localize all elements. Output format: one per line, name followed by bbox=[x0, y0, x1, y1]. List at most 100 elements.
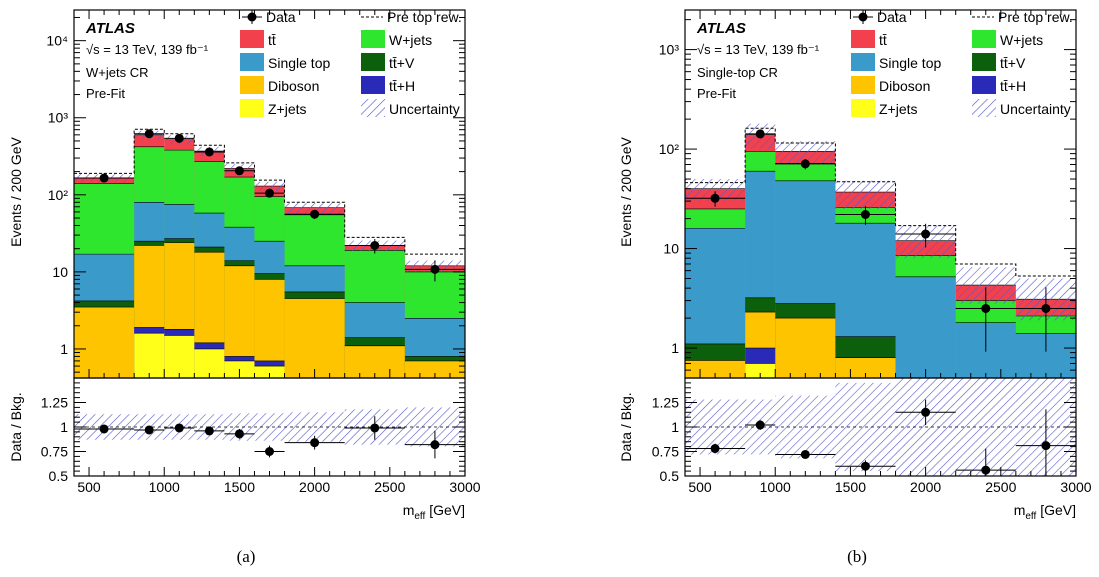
ratio-point-0 bbox=[710, 444, 720, 454]
legend-swatch-ttbar-a bbox=[240, 30, 264, 48]
legend-label-zjets-b: Z+jets bbox=[879, 101, 918, 117]
legend-swatch-wjets-b bbox=[972, 30, 996, 48]
ratio-y-axis-label-a: Data / Bkg. bbox=[8, 392, 24, 461]
ratio-tick-label-a-2: 1 bbox=[60, 419, 68, 435]
x-tick-label-b-2: 1500 bbox=[835, 479, 866, 495]
ratio-point-4 bbox=[921, 407, 931, 417]
ratio-point-3 bbox=[860, 461, 870, 471]
x-tick-label-a-0: 500 bbox=[77, 479, 101, 495]
x-axis-label-a: meff [GeV] bbox=[403, 502, 465, 522]
y-tick-label-b-0: 1 bbox=[671, 340, 679, 356]
uncertainty-band-bin3 bbox=[835, 180, 896, 209]
fit-label-a: Pre-Fit bbox=[86, 86, 125, 101]
region-label-b: Single-top CR bbox=[697, 65, 778, 80]
legend-swatch-ttV-b bbox=[972, 53, 996, 71]
legend-label-wjets-a: W+jets bbox=[389, 32, 432, 48]
ratio-point-6 bbox=[310, 438, 320, 448]
uncertainty-band-bin2 bbox=[775, 141, 836, 165]
bar-diboson-bin7 bbox=[344, 345, 405, 378]
axes-b: 500 1000 1500 2000 2500 3000 1 10 10² 10³ 0.5 0.75 1… bbox=[652, 10, 1092, 495]
data-point-3 bbox=[860, 209, 870, 219]
ratio-point-1 bbox=[144, 425, 154, 435]
uncertainty-band-bin6 bbox=[284, 203, 345, 214]
legend-pre-label-b: Pre top rew. bbox=[998, 9, 1073, 25]
uncertainty-band-bin5 bbox=[254, 181, 285, 192]
caption-a: (a) bbox=[237, 547, 256, 566]
x-axis-label-unit-b: [GeV] bbox=[1036, 502, 1076, 518]
bar-zjets-bin2 bbox=[164, 335, 195, 378]
bar-diboson-bin6 bbox=[284, 298, 345, 378]
legend-data-label-a: Data bbox=[266, 9, 296, 25]
data-point-2 bbox=[800, 159, 810, 169]
legend-label-ttH-a: tt̄+H bbox=[389, 78, 415, 94]
y-tick-label-a-1: 10 bbox=[52, 264, 68, 280]
legend-a: Data Pre top rew. tt̄ W+jets Single top tt̄+V… bbox=[240, 9, 462, 117]
ratio-plot-b bbox=[685, 378, 1076, 476]
fit-label-b: Pre-Fit bbox=[697, 86, 736, 101]
x-axis-label-b: meff [GeV] bbox=[1014, 502, 1076, 522]
data-point-7 bbox=[370, 240, 380, 250]
legend-label-unc-a: Uncertainty bbox=[389, 101, 460, 117]
energy-label-a: √s = 13 TeV, 139 fb⁻¹ bbox=[86, 42, 209, 57]
data-point-0 bbox=[99, 173, 109, 183]
y-tick-label-a-0: 1 bbox=[60, 341, 68, 357]
legend-swatch-ttV-a bbox=[361, 53, 385, 71]
ratio-tick-label-b-1: 0.75 bbox=[652, 444, 679, 460]
data-point-6 bbox=[1041, 303, 1051, 313]
data-point-6 bbox=[310, 209, 320, 219]
bar-zjets-bin5 bbox=[254, 366, 285, 378]
y-tick-label-a-2: 10² bbox=[48, 187, 69, 203]
legend-label-ttV-a: tt̄+V bbox=[389, 55, 415, 71]
ratio-tick-label-a-3: 1.25 bbox=[41, 395, 68, 411]
legend-data-marker-b bbox=[858, 12, 868, 22]
x-tick-label-a-1: 1000 bbox=[149, 479, 180, 495]
atlas-label-b: ATLAS bbox=[696, 20, 746, 37]
panel-a: 500 1000 1500 2000 2500 3000 1 10 10² 10³ 10⁴ 0.5 0.… bbox=[8, 9, 481, 566]
legend-swatch-unc-a bbox=[361, 99, 385, 117]
ratio-tick-label-b-0: 0.5 bbox=[660, 468, 680, 484]
legend-label-unc-b: Uncertainty bbox=[1000, 101, 1071, 117]
ratio-tick-label-b-3: 1.25 bbox=[652, 395, 679, 411]
ratio-point-1 bbox=[755, 420, 765, 430]
x-axis-label-sub-b: eff bbox=[1025, 511, 1036, 522]
legend-data-label-b: Data bbox=[877, 9, 907, 25]
ratio-point-8 bbox=[430, 440, 440, 450]
bar-zjets-bin1 bbox=[745, 363, 776, 378]
y-tick-label-a-4: 10⁴ bbox=[46, 33, 68, 49]
legend-swatch-singletop-b bbox=[851, 53, 875, 71]
bar-diboson-bin2 bbox=[775, 318, 836, 378]
ratio-point-6 bbox=[1041, 441, 1051, 451]
energy-label-b: √s = 13 TeV, 139 fb⁻¹ bbox=[697, 42, 820, 57]
data-point-8 bbox=[430, 264, 440, 274]
legend-pre-label-a: Pre top rew. bbox=[387, 9, 462, 25]
legend-b: Data Pre top rew. tt̄ W+jets Single top tt̄+V… bbox=[851, 9, 1073, 117]
region-label-a: W+jets CR bbox=[86, 65, 148, 80]
ratio-point-2 bbox=[174, 423, 184, 433]
ratio-tick-label-a-1: 0.75 bbox=[41, 444, 68, 460]
data-point-4 bbox=[234, 166, 244, 176]
uncertainty-band-bin0 bbox=[685, 179, 746, 202]
data-point-0 bbox=[710, 193, 720, 203]
caption-b: (b) bbox=[847, 547, 867, 566]
x-tick-label-a-3: 2000 bbox=[299, 479, 330, 495]
legend-swatch-singletop-a bbox=[240, 53, 264, 71]
ratio-plot-a bbox=[74, 407, 465, 459]
x-tick-label-b-5: 3000 bbox=[1060, 479, 1091, 495]
y-axis-label-a: Events / 200 GeV bbox=[8, 136, 24, 246]
axes-a: 500 1000 1500 2000 2500 3000 1 10 10² 10³ 10⁴ 0.5 0.… bbox=[41, 10, 481, 495]
legend-label-ttV-b: tt̄+V bbox=[1000, 55, 1026, 71]
legend-label-singletop-a: Single top bbox=[268, 55, 330, 71]
data-point-5 bbox=[265, 188, 274, 198]
x-tick-label-a-5: 3000 bbox=[449, 479, 480, 495]
data-point-2 bbox=[174, 133, 184, 143]
y-tick-label-a-3: 10³ bbox=[48, 110, 69, 126]
legend-label-ttbar-b: tt̄ bbox=[879, 32, 887, 48]
x-tick-label-a-2: 1500 bbox=[224, 479, 255, 495]
ratio-point-0 bbox=[99, 424, 109, 434]
ratio-y-axis-label-b: Data / Bkg. bbox=[618, 392, 634, 461]
x-tick-label-b-1: 1000 bbox=[760, 479, 791, 495]
legend-label-diboson-a: Diboson bbox=[268, 78, 319, 94]
ratio-point-7 bbox=[370, 423, 380, 433]
legend-swatch-diboson-a bbox=[240, 76, 264, 94]
